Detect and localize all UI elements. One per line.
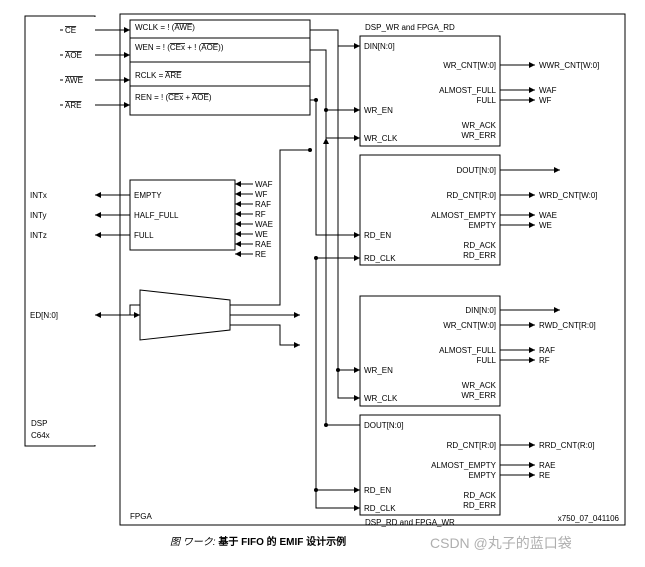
dsp-label-2: C64x [31, 431, 50, 440]
svg-text:WWR_CNT[W:0]: WWR_CNT[W:0] [539, 61, 599, 70]
svg-text:ALMOST_FULL: ALMOST_FULL [439, 86, 496, 95]
block-diagram: DSP C64x FPGA WCLK = ! (AWE) WEN = ! (CEx… [0, 0, 645, 567]
svg-text:WR_CLK: WR_CLK [364, 134, 398, 143]
svg-text:WRD_CNT[W:0]: WRD_CNT[W:0] [539, 191, 598, 200]
svg-text:INTz: INTz [30, 231, 47, 240]
svg-text:RD_CNT[R:0]: RD_CNT[R:0] [447, 191, 496, 200]
fpga-label: FPGA [130, 512, 152, 521]
svg-text:RAF: RAF [539, 346, 555, 355]
svg-text:DOUT[N:0]: DOUT[N:0] [364, 421, 404, 430]
svg-text:RD_ACK: RD_ACK [464, 491, 497, 500]
svg-text:WR_CNT[W:0]: WR_CNT[W:0] [443, 321, 496, 330]
svg-text:WAE: WAE [539, 211, 557, 220]
svg-text:DIN[N:0]: DIN[N:0] [364, 42, 395, 51]
svg-text:RAE: RAE [539, 461, 555, 470]
svg-text:WCLK = ! (AWE): WCLK = ! (AWE) [135, 23, 195, 32]
svg-text:RCLK = ARE: RCLK = ARE [135, 71, 181, 80]
svg-text:RRD_CNT(R:0]: RRD_CNT(R:0] [539, 441, 595, 450]
svg-text:WR_EN: WR_EN [364, 106, 393, 115]
svg-text:RD_CNT[R:0]: RD_CNT[R:0] [447, 441, 496, 450]
svg-text:WR_ACK: WR_ACK [462, 121, 497, 130]
svg-text:RWD_CNT[R:0]: RWD_CNT[R:0] [539, 321, 596, 330]
svg-text:RF: RF [539, 356, 550, 365]
svg-text:WAE: WAE [255, 220, 273, 229]
svg-text:WR_ERR: WR_ERR [461, 391, 496, 400]
svg-text:WE: WE [255, 230, 268, 239]
svg-text:RD_ERR: RD_ERR [463, 251, 496, 260]
svg-text:RD_EN: RD_EN [364, 486, 391, 495]
svg-text:WF: WF [539, 96, 552, 105]
svg-text:图 ワーク: 基于 FIFO 的 EMIF 设计示例: 图 ワーク: 基于 FIFO 的 EMIF 设计示例 [170, 535, 346, 548]
svg-text:RD_CLK: RD_CLK [364, 504, 396, 513]
svg-text:WEN = ! (CEx + ! (AOE)): WEN = ! (CEx + ! (AOE)) [135, 43, 224, 52]
svg-text:AWE: AWE [65, 76, 83, 85]
svg-text:WAF: WAF [539, 86, 557, 95]
svg-text:ALMOST_EMPTY: ALMOST_EMPTY [431, 211, 497, 220]
svg-text:RAF: RAF [255, 200, 271, 209]
svg-text:RD_ACK: RD_ACK [464, 241, 497, 250]
svg-text:DIN[N:0]: DIN[N:0] [465, 306, 496, 315]
caption: 图 ワーク: 基于 FIFO 的 EMIF 设计示例 [170, 535, 346, 548]
svg-text:AOE: AOE [65, 51, 82, 60]
svg-text:RD_CLK: RD_CLK [364, 254, 396, 263]
svg-text:HALF_FULL: HALF_FULL [134, 211, 179, 220]
svg-text:CE: CE [65, 26, 76, 35]
svg-text:WR_CLK: WR_CLK [364, 394, 398, 403]
svg-text:ARE: ARE [65, 101, 81, 110]
svg-text:ED[N:0]: ED[N:0] [30, 311, 58, 320]
svg-text:EMPTY: EMPTY [468, 221, 496, 230]
svg-text:RD_ERR: RD_ERR [463, 501, 496, 510]
svg-text:RE: RE [539, 471, 550, 480]
svg-text:FULL: FULL [476, 96, 496, 105]
fifo-bot-title: DSP_RD and FPGA_WR [365, 518, 455, 527]
svg-text:INTy: INTy [30, 211, 46, 220]
svg-text:EMPTY: EMPTY [468, 471, 496, 480]
svg-text:FULL: FULL [134, 231, 154, 240]
svg-text:EMPTY: EMPTY [134, 191, 162, 200]
svg-text:ALMOST_EMPTY: ALMOST_EMPTY [431, 461, 497, 470]
watermark: CSDN @丸子的蓝口袋 [430, 535, 572, 551]
svg-text:RF: RF [255, 210, 266, 219]
fifo-top-title: DSP_WR and FPGA_RD [365, 23, 455, 32]
svg-text:WR_ACK: WR_ACK [462, 381, 497, 390]
svg-text:REN = ! (CEx + AOE): REN = ! (CEx + AOE) [135, 93, 212, 102]
dsp-label-1: DSP [31, 419, 47, 428]
svg-text:WR_CNT[W:0]: WR_CNT[W:0] [443, 61, 496, 70]
svg-text:WE: WE [539, 221, 552, 230]
svg-text:WF: WF [255, 190, 268, 199]
svg-text:WR_ERR: WR_ERR [461, 131, 496, 140]
svg-text:RAE: RAE [255, 240, 271, 249]
doc-id: x750_07_041106 [558, 514, 620, 523]
svg-text:FULL: FULL [476, 356, 496, 365]
svg-text:DOUT[N:0]: DOUT[N:0] [456, 166, 496, 175]
svg-text:RD_EN: RD_EN [364, 231, 391, 240]
svg-text:WAF: WAF [255, 180, 273, 189]
svg-text:ALMOST_FULL: ALMOST_FULL [439, 346, 496, 355]
svg-text:INTx: INTx [30, 191, 47, 200]
svg-text:WR_EN: WR_EN [364, 366, 393, 375]
svg-text:RE: RE [255, 250, 266, 259]
